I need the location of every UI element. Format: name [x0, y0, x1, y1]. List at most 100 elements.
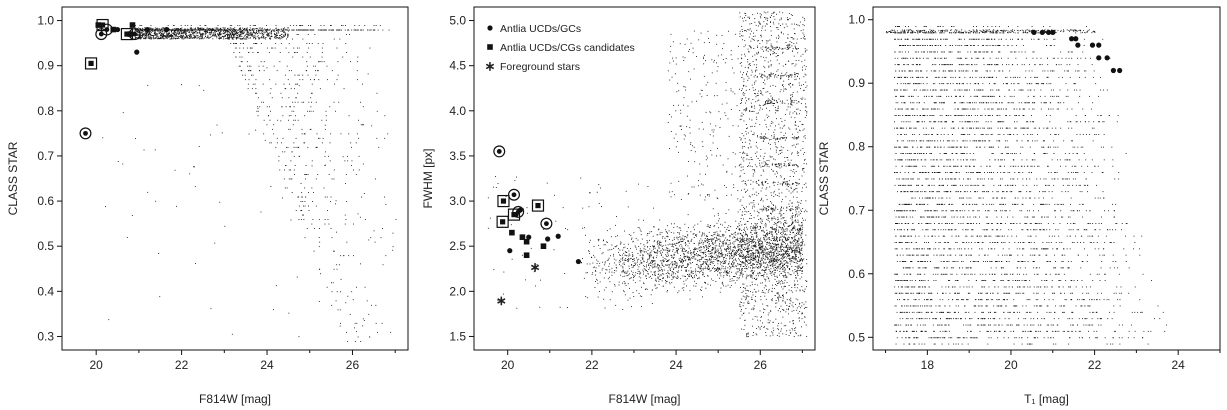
- background-field-points: [102, 25, 397, 342]
- y-tick-label: 0.6: [37, 194, 54, 208]
- data-point-circle-7: [1089, 42, 1096, 48]
- data-point-square-2: [523, 252, 530, 259]
- data-point-boxed-1: [96, 18, 109, 32]
- x-tick-label: 20: [89, 358, 103, 372]
- x-tick-label: 22: [175, 358, 189, 372]
- data-point-boxed-0: [84, 57, 98, 70]
- background-field-points: [885, 26, 1167, 345]
- y-axis-title: CLASS STAR: [6, 141, 20, 215]
- data-point-circle-12: [1117, 67, 1123, 74]
- data-point-boxed-2: [496, 215, 509, 228]
- data-point-circle-2: [1045, 29, 1052, 36]
- highlighted-objects: ∗∗: [493, 145, 582, 308]
- legend-marker-circle: [487, 25, 493, 31]
- data-point-circle-5: [1073, 36, 1079, 42]
- data-point-circle-3: [164, 26, 170, 33]
- x-axis-title: T₁ [mag]: [1024, 392, 1069, 406]
- legend-entry: Foreground stars: [500, 61, 580, 73]
- data-point-square-3: [127, 31, 134, 37]
- y-tick-label: 0.7: [848, 203, 865, 217]
- data-point-circled-0: [493, 145, 506, 158]
- y-tick-label: 0.9: [37, 59, 54, 73]
- data-point-circle-4: [575, 258, 582, 265]
- y-tick-label: 0.6: [848, 267, 865, 281]
- data-point-square-1: [519, 234, 526, 240]
- data-point-boxed-2: [120, 27, 134, 41]
- y-tick-label: 0.8: [848, 140, 865, 154]
- data-point-circle-6: [1075, 42, 1081, 48]
- data-point-circle-2: [144, 26, 151, 33]
- data-point-circle-0: [507, 248, 513, 254]
- data-point-circled-3: [540, 217, 553, 230]
- x-axis-title: F814W [mag]: [199, 392, 271, 406]
- data-point-square-0: [509, 229, 515, 236]
- y-tick-label: 1.5: [449, 329, 466, 343]
- y-tick-label: 3.5: [449, 149, 466, 163]
- panel-class-star-vs-f814w: 20 22 24 26 0.3 0.4 0.5 0.6 0.7 0.8 0.9 1.0 F814W [m…: [6, 6, 409, 406]
- panel-class-star-vs-t1: 18 20 22 24 0.5 0.6 0.7 0.8 0.9 1.0 T₁ [mag] CLASS …: [817, 6, 1221, 406]
- data-point-circle-1: [134, 49, 140, 55]
- legend-entry: Antlia UCDs/CGs candidates: [500, 42, 635, 54]
- legend: Antlia UCDs/GCs Antlia UCDs/CGs candidate…: [485, 23, 635, 74]
- background-field-points: [487, 11, 808, 338]
- data-point-star-0: ∗: [496, 293, 507, 308]
- plot-frame: [61, 6, 409, 351]
- x-tick-label: 22: [585, 358, 599, 372]
- x-axis-title: F814W [mag]: [608, 392, 680, 406]
- y-tick-label: 0.4: [37, 284, 54, 298]
- data-point-circle-1: [1039, 29, 1045, 36]
- data-point-star-1: ∗: [530, 259, 541, 274]
- data-point-circle-0: [114, 26, 121, 33]
- x-tick-label: 26: [754, 358, 768, 372]
- x-tick-label: 24: [260, 358, 274, 372]
- x-tick-label: 22: [1088, 358, 1102, 372]
- data-point-circled-1: [507, 188, 520, 201]
- data-point-square-0: [95, 22, 102, 28]
- y-tick-label: 2.5: [449, 239, 466, 253]
- data-point-circle-10: [1104, 55, 1110, 61]
- plot-frame: [473, 6, 816, 351]
- panel-fwhm-vs-f814w: ∗∗20 22 24 261.52.02.53.03.54.04.55.0F814W …: [421, 6, 816, 406]
- legend-marker-square: [487, 44, 493, 50]
- highlighted-objects: [1031, 29, 1123, 74]
- data-point-circle-3: [555, 233, 561, 239]
- x-tick-label: 20: [1004, 358, 1018, 372]
- data-point-circle-0: [1031, 29, 1037, 36]
- y-tick-label: 0.5: [37, 239, 54, 253]
- y-tick-label: 0.7: [37, 149, 54, 163]
- data-point-boxed-1: [507, 208, 521, 221]
- legend-marker-star: ∗: [485, 59, 496, 74]
- y-tick-label: 0.5: [848, 330, 865, 344]
- x-tick-label: 24: [1172, 358, 1186, 372]
- y-tick-label: 4.5: [449, 59, 466, 73]
- data-point-square-1: [110, 26, 117, 33]
- y-tick-label: 0.9: [848, 76, 865, 90]
- data-point-square-4: [523, 238, 530, 245]
- y-axis-title: CLASS STAR: [817, 141, 831, 215]
- y-axis-title: FWHM [px]: [421, 149, 435, 209]
- data-point-circle-11: [1110, 67, 1116, 74]
- y-tick-label: 4.0: [449, 104, 466, 118]
- data-point-boxed-3: [531, 199, 545, 212]
- data-point-circle-1: [526, 234, 532, 240]
- x-tick-label: 18: [921, 358, 935, 372]
- y-tick-label: 1.0: [37, 14, 54, 28]
- highlighted-objects: [79, 18, 170, 140]
- data-point-circle-8: [1096, 42, 1102, 48]
- y-tick-label: 0.3: [37, 329, 54, 343]
- y-tick-label: 1.0: [848, 13, 865, 27]
- data-point-circle-4: [1068, 36, 1075, 42]
- y-tick-label: 0.8: [37, 104, 54, 118]
- data-point-boxed-0: [497, 194, 510, 208]
- data-point-square-2: [129, 22, 136, 28]
- y-tick-label: 5.0: [449, 14, 466, 28]
- data-point-circle-9: [1096, 55, 1102, 61]
- y-tick-label: 3.0: [449, 194, 466, 208]
- plot-frame: [872, 6, 1221, 351]
- legend-entry: Antlia UCDs/GCs: [500, 23, 581, 35]
- data-point-square-3: [540, 243, 547, 249]
- x-tick-label: 20: [501, 358, 515, 372]
- data-point-circled-0: [79, 127, 92, 140]
- y-tick-label: 2.0: [449, 284, 466, 298]
